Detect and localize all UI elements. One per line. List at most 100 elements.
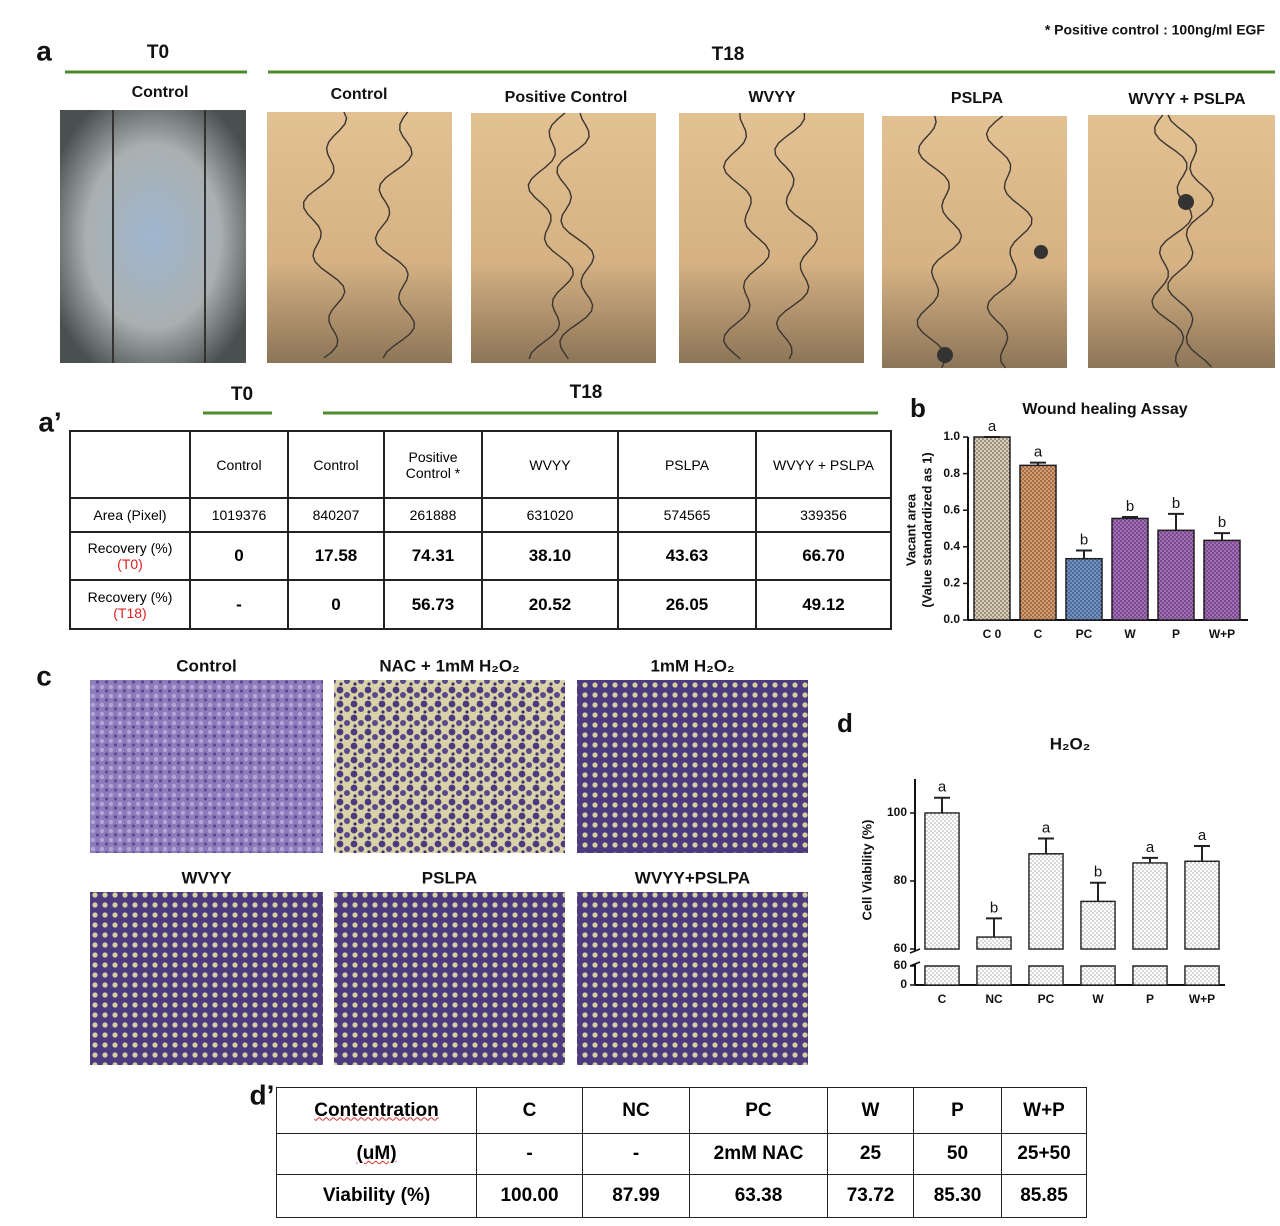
row-label: Area (Pixel) <box>69 497 191 533</box>
y-axis-title: Vacant area <box>903 493 918 566</box>
y-tick-label: 0.4 <box>943 539 960 553</box>
cell: 85.30 <box>913 1174 1002 1218</box>
y-tick-label: 80 <box>894 873 908 887</box>
header-cell: Control <box>189 430 289 499</box>
micrograph <box>267 112 452 363</box>
cell: 1019376 <box>189 497 289 533</box>
bar-texture <box>1020 465 1056 620</box>
significance-letter: b <box>1218 514 1226 531</box>
row: Area (Pixel) 1019376 840207 261888 631020 574… <box>69 497 892 533</box>
y-axis-title: Cell Viability (%) <box>859 820 874 921</box>
bar-texture <box>1185 966 1219 985</box>
group-label: T0 <box>147 42 169 63</box>
bar-texture <box>925 813 959 949</box>
wound-edge <box>527 112 574 360</box>
panel-label: a’ <box>38 406 61 437</box>
group-label: T18 <box>712 44 745 65</box>
bar-texture <box>1066 558 1102 620</box>
header-cell: C <box>476 1087 583 1134</box>
cell: Viability (%) <box>276 1174 477 1218</box>
chart-title: Wound healing Assay <box>1022 401 1187 418</box>
significance-letter: a <box>938 779 947 796</box>
wound-edge <box>722 112 770 360</box>
row-ref: (T0) <box>117 556 143 572</box>
corner-cell <box>69 430 191 499</box>
y-tick-label: 0.0 <box>943 612 960 626</box>
bar-texture <box>1133 966 1167 985</box>
cell: (uM) <box>276 1133 477 1175</box>
image-label: Control <box>331 86 388 103</box>
image-label: PSLPA <box>951 90 1004 107</box>
significance-letter: a <box>1034 444 1043 461</box>
bar-texture <box>1112 518 1148 620</box>
x-tick-label: NC <box>985 992 1003 1006</box>
error-bar <box>1214 532 1230 541</box>
x-tick-label: W <box>1092 992 1104 1006</box>
cell: 574565 <box>617 497 757 533</box>
cell: 38.10 <box>481 531 619 581</box>
micrograph <box>577 680 808 853</box>
error-bar <box>1122 515 1138 519</box>
cell: 85.85 <box>1001 1174 1087 1218</box>
significance-letter: a <box>1146 839 1155 856</box>
bar-texture <box>977 966 1011 985</box>
micrograph <box>471 113 656 363</box>
cell: 43.63 <box>617 531 757 581</box>
row-label-text: Recovery (%) <box>87 540 173 556</box>
bubble <box>1178 194 1194 210</box>
micrograph <box>334 680 565 853</box>
table-d: Contentration C NC PC W P W+P (uM) - -2mM NAC 25 50… <box>276 1087 1087 1218</box>
micrograph <box>1088 115 1275 368</box>
micrograph <box>334 892 565 1065</box>
header-cell: W+P <box>1001 1087 1087 1134</box>
error-bar <box>1076 549 1092 559</box>
panel-label: d <box>837 708 853 738</box>
wound-edge <box>985 115 1033 369</box>
cell: 73.72 <box>827 1174 914 1218</box>
x-tick-label: W <box>1124 627 1136 641</box>
x-tick-label: W+P <box>1209 627 1235 641</box>
bar-texture <box>1029 853 1063 949</box>
cell: 63.38 <box>689 1174 828 1218</box>
error-bar <box>1038 837 1054 854</box>
row-label-text: Area (Pixel) <box>93 507 167 523</box>
error-bar <box>934 796 950 813</box>
micrograph <box>882 116 1067 368</box>
micrograph <box>90 680 323 853</box>
y-tick-label: 60 <box>894 941 908 955</box>
bar-texture <box>925 966 959 985</box>
y-tick-label: 0.2 <box>943 576 960 590</box>
bubble <box>1034 245 1048 259</box>
significance-letter: a <box>1042 819 1051 836</box>
error-bar <box>1090 881 1106 902</box>
error-bar <box>1194 844 1210 862</box>
cell: 26.05 <box>617 579 757 630</box>
wound-edge <box>774 113 819 360</box>
header-text: Contentration <box>314 1099 439 1121</box>
header-cell: Positive Control * <box>383 430 483 499</box>
micrograph <box>90 892 323 1065</box>
header-row: Contentration C NC PC W P W+P <box>276 1087 1087 1134</box>
cell: 49.12 <box>755 579 892 630</box>
cell: 339356 <box>755 497 892 533</box>
micrograph <box>577 892 808 1065</box>
cell: 2mM NAC <box>689 1133 828 1175</box>
bar-texture <box>1204 540 1240 620</box>
row-label: Recovery (%) (T18) <box>69 579 191 630</box>
cell: 25 <box>827 1133 914 1175</box>
y-tick-label: 1.0 <box>943 429 960 443</box>
row: (uM) - -2mM NAC 25 50 25+50 <box>276 1133 1087 1175</box>
error-bar <box>1142 856 1158 863</box>
y-tick-label: 0 <box>900 977 907 991</box>
micrograph <box>60 110 246 363</box>
wound-edge <box>916 115 963 369</box>
image-label: WVYY+PSLPA <box>635 868 750 887</box>
row-label: Recovery (%) (T0) <box>69 531 191 581</box>
image-label: 1mM H₂O₂ <box>650 656 734 675</box>
y-tick-label: 0.8 <box>943 466 960 480</box>
error-bar <box>1168 512 1184 531</box>
significance-letter: b <box>1094 864 1102 881</box>
header-cell: WVYY + PSLPA <box>755 430 892 499</box>
bar-texture <box>1185 861 1219 949</box>
